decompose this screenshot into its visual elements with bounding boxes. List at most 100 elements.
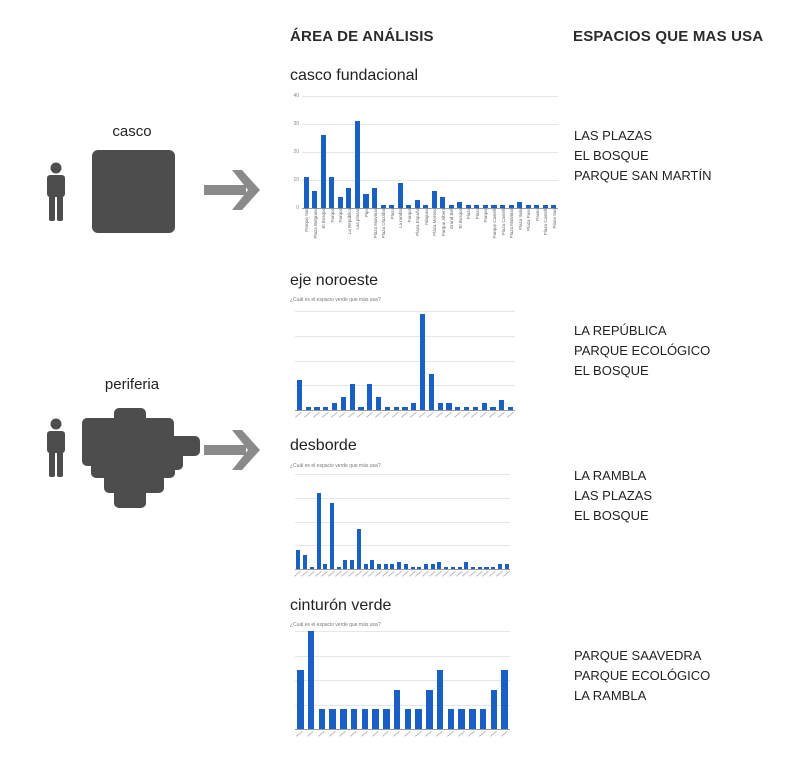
bar: [354, 121, 361, 208]
bar: [469, 709, 476, 729]
bar: [337, 196, 343, 208]
bar-chart-cinturon-verde: [295, 631, 510, 737]
bar: [517, 202, 523, 208]
x-tick-label: [348, 411, 355, 418]
bar-chart-eje-noroeste: [295, 311, 515, 418]
bar: [316, 493, 321, 569]
gridline: [295, 704, 510, 706]
x-tick-label: [392, 411, 399, 418]
bar: [490, 689, 498, 729]
x-tick-label: [401, 411, 408, 418]
bar: [350, 709, 358, 729]
x-tick-label: [448, 570, 456, 577]
bar: [336, 566, 341, 569]
bar: [297, 670, 304, 729]
x-tick-label: [409, 411, 417, 418]
bar: [491, 205, 497, 208]
bar: [318, 709, 326, 729]
x-tick-label: Parque: [329, 208, 335, 223]
x-tick-label: Plaza Olazábal: [381, 208, 387, 239]
bar: [426, 689, 433, 729]
bar: [411, 403, 417, 410]
bar: [457, 202, 463, 208]
section-title-desborde: desborde: [290, 437, 357, 454]
gridline: [295, 631, 510, 632]
bar: [305, 406, 311, 410]
bar: [507, 406, 514, 410]
gridline: [295, 311, 515, 312]
x-tick-label: [414, 730, 422, 737]
periferia-irregular-shape: [82, 408, 202, 508]
x-tick-label: Parque: [338, 208, 344, 223]
bar: [436, 670, 444, 729]
group-label-casco: casco: [112, 123, 152, 140]
x-tick-label: [480, 411, 487, 418]
x-tick-label: [425, 730, 433, 737]
x-tick-label: [382, 730, 390, 737]
bar: [464, 561, 469, 569]
bar: [419, 314, 426, 410]
x-tick-label: [304, 411, 311, 418]
x-tick-label: [365, 411, 373, 418]
chart-title: ¿Cuál es el espacio verde que más usa?: [290, 463, 381, 469]
top-space-item: PARQUE SAAVEDRA: [574, 648, 702, 663]
x-tick-label: [313, 411, 320, 418]
x-tick-label: [307, 730, 314, 737]
x-tick-label: Parque: [406, 208, 412, 223]
x-tick-label: [350, 730, 357, 737]
bar: [390, 564, 395, 569]
gridline: [295, 360, 515, 362]
top-spaces-list-desborde: LA RAMBLA LAS PLAZAS EL BOSQUE: [574, 466, 652, 526]
x-tick-label: [418, 411, 426, 418]
bar: [481, 403, 487, 410]
bar: [346, 188, 352, 208]
bar: [437, 561, 442, 569]
bar: [363, 564, 368, 569]
x-tick-label: Plaza Paso: [526, 208, 532, 231]
bar: [491, 566, 496, 569]
bar: [410, 566, 415, 569]
bar: [534, 205, 540, 208]
section-title-eje-noroeste: eje noroeste: [290, 272, 379, 289]
arrow-right-icon: [204, 170, 260, 210]
bar: [383, 709, 390, 729]
x-tick-label: Plaza Castelli: [543, 208, 549, 236]
x-tick-label: Plaza España: [415, 208, 421, 236]
bar: [448, 205, 454, 208]
x-tick-label: [307, 570, 315, 577]
x-tick-label: [436, 411, 443, 418]
bar: [490, 406, 496, 410]
bar: [431, 191, 437, 208]
y-tick-label: 10: [293, 177, 299, 183]
bar: [309, 566, 314, 569]
bar: [457, 566, 462, 569]
x-tick-label: [446, 730, 454, 737]
x-tick-label: [506, 411, 514, 418]
x-tick-label: Paseo: [534, 208, 540, 221]
x-tick-label: [301, 570, 308, 577]
bar-chart-casco-fundacional: 0 10 20 30 40 Parque San Plaza Belgrano El Bosq…: [293, 93, 558, 239]
bar: [415, 709, 422, 729]
y-tick-label: 40: [293, 93, 299, 99]
gridline: [295, 474, 510, 475]
bar: [397, 182, 403, 208]
bar: [474, 205, 480, 208]
bar: [497, 564, 502, 569]
top-spaces-list-casco-fundacional: LAS PLAZAS EL BOSQUE PARQUE SAN MARTÍN: [574, 126, 711, 186]
bar: [370, 559, 375, 569]
x-tick-label: Parque San: [304, 208, 310, 232]
x-tick-label: Ninguno: [423, 208, 429, 225]
section-title-cinturon-verde: cinturón verde: [290, 597, 392, 614]
bar: [372, 709, 379, 729]
x-tick-label: [468, 730, 476, 737]
x-tick-label: El Bosque: [457, 208, 463, 229]
chart-title: ¿Cuál es el espacio verde que más usa?: [290, 622, 381, 628]
bar: [479, 709, 487, 729]
x-tick-label: [445, 411, 452, 418]
x-tick-label: Parque Castelli: [492, 208, 497, 239]
bar: [501, 670, 508, 729]
x-tick-label: [462, 411, 470, 418]
x-tick-label: El Bosque: [321, 208, 327, 229]
bar: [331, 403, 338, 410]
gridline: [302, 180, 558, 181]
